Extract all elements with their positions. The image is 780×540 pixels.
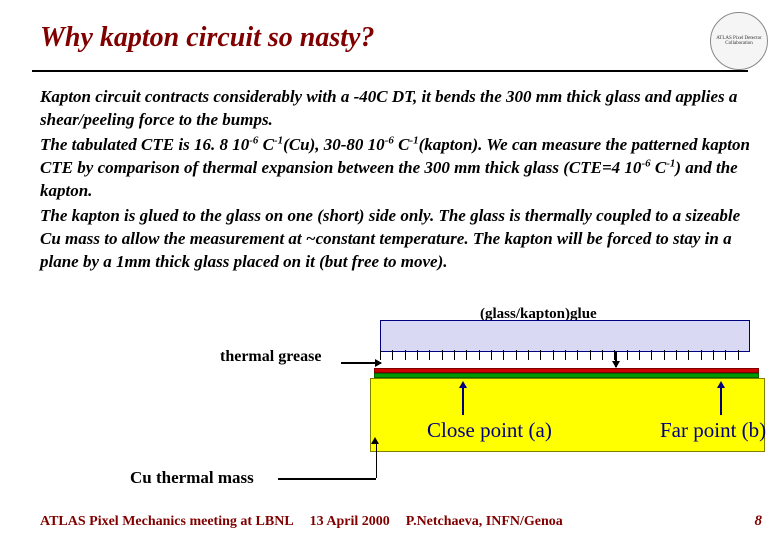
close-point-label: Close point (a)	[427, 418, 552, 443]
glass-top-layer	[380, 320, 750, 352]
slide-title: Why kapton circuit so nasty?	[40, 22, 374, 54]
footer: ATLAS Pixel Mechanics meeting at LBNL 13…	[40, 514, 760, 530]
para-1: Kapton circuit contracts considerably wi…	[40, 86, 760, 132]
far-point-label: Far point (b)	[660, 418, 766, 443]
para-2: The tabulated CTE is 16. 8 10-6 C-1(Cu),…	[40, 134, 760, 203]
atlas-logo: ATLAS Pixel Detector Collaboration	[710, 12, 768, 70]
footer-author: P.Netchaeva, INFN/Genoa	[406, 514, 563, 530]
body-text: Kapton circuit contracts considerably wi…	[40, 86, 760, 276]
close-point-arrow	[462, 387, 464, 415]
hatch-pattern	[380, 350, 750, 360]
page-number: 8	[755, 513, 763, 530]
cu-mass-label: Cu thermal mass	[130, 468, 254, 488]
title-rule	[32, 70, 748, 72]
footer-date: 13 April 2000	[310, 514, 390, 530]
far-point-arrow	[720, 387, 722, 415]
footer-meeting: ATLAS Pixel Mechanics meeting at LBNL	[40, 514, 294, 530]
cu-mass-arrow	[278, 478, 376, 480]
grease-label: thermal grease	[220, 348, 321, 366]
para-3: The kapton is glued to the glass on one …	[40, 205, 760, 274]
